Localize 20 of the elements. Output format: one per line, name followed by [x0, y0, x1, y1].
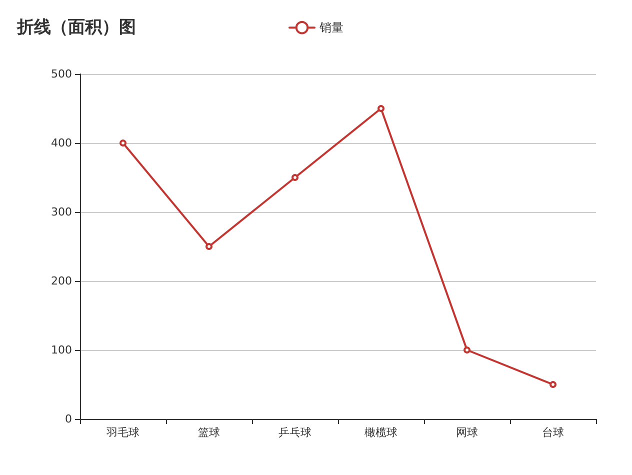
point: [550, 381, 556, 388]
y-tick-label: 500: [51, 68, 72, 80]
x-tick-label: 台球: [542, 426, 564, 439]
point: [206, 243, 212, 250]
x-tick-label: 羽毛球: [106, 426, 140, 439]
x-tick-label: 橄榄球: [364, 426, 398, 439]
x-tick-label: 乒乓球: [278, 426, 312, 439]
x-tick-label: 网球: [456, 426, 478, 439]
point: [378, 105, 384, 112]
legend-label: 销量: [318, 20, 344, 35]
y-tick-label: 400: [51, 136, 72, 150]
point: [464, 346, 470, 354]
chart-title: 折线（面积）图: [16, 18, 136, 38]
point: [292, 174, 298, 181]
y-tick-label: 200: [51, 274, 72, 288]
x-tick-label: 篮球: [198, 426, 220, 439]
point: [120, 140, 126, 146]
y-tick-label: 0: [65, 412, 72, 426]
y-tick-label: 100: [51, 344, 72, 356]
y-tick-label: 300: [51, 206, 72, 218]
